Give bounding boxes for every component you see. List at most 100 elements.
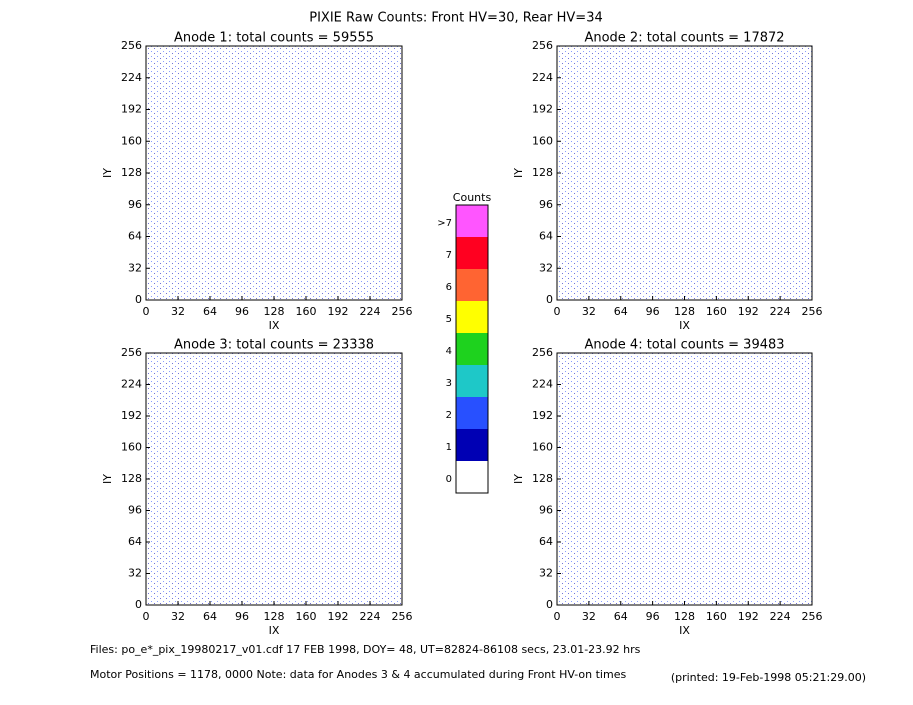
panel-title: Anode 3: total counts = 23338 bbox=[174, 338, 374, 353]
colorbar-label: 0 bbox=[446, 474, 452, 485]
x-axis-label: IX bbox=[269, 319, 280, 332]
colorbar-swatch bbox=[456, 205, 488, 237]
y-tick-label: 128 bbox=[532, 166, 553, 179]
y-axis-label: IY bbox=[101, 168, 114, 178]
x-tick-label: 192 bbox=[738, 305, 759, 318]
colorbar-title: Counts bbox=[453, 191, 492, 204]
x-tick-label: 160 bbox=[706, 305, 727, 318]
heatmap-area bbox=[146, 353, 402, 605]
y-tick-label: 192 bbox=[532, 103, 553, 116]
y-tick-label: 192 bbox=[121, 409, 142, 422]
x-axis-label: IX bbox=[679, 624, 690, 637]
y-tick-label: 192 bbox=[532, 409, 553, 422]
y-tick-label: 160 bbox=[121, 134, 142, 147]
y-tick-label: 160 bbox=[532, 134, 553, 147]
x-tick-label: 128 bbox=[264, 305, 285, 318]
heatmap-area bbox=[557, 46, 812, 300]
x-tick-label: 192 bbox=[328, 610, 349, 623]
x-tick-label: 128 bbox=[674, 305, 695, 318]
y-tick-label: 224 bbox=[121, 71, 142, 84]
x-tick-label: 0 bbox=[143, 610, 150, 623]
x-tick-label: 64 bbox=[203, 610, 217, 623]
x-tick-label: 224 bbox=[770, 610, 791, 623]
x-tick-label: 128 bbox=[264, 610, 285, 623]
y-tick-label: 96 bbox=[539, 504, 553, 517]
x-tick-label: 160 bbox=[296, 305, 317, 318]
y-tick-label: 224 bbox=[532, 378, 553, 391]
x-tick-label: 64 bbox=[203, 305, 217, 318]
colorbar-swatch bbox=[456, 365, 488, 397]
y-tick-label: 32 bbox=[128, 261, 142, 274]
y-tick-label: 160 bbox=[532, 441, 553, 454]
x-tick-label: 256 bbox=[802, 305, 823, 318]
y-tick-label: 0 bbox=[135, 598, 142, 611]
x-axis-label: IX bbox=[269, 624, 280, 637]
colorbar-swatch bbox=[456, 429, 488, 461]
x-tick-label: 0 bbox=[554, 305, 561, 318]
x-tick-label: 32 bbox=[582, 305, 596, 318]
x-tick-label: 224 bbox=[770, 305, 791, 318]
y-tick-label: 256 bbox=[532, 39, 553, 52]
y-tick-label: 128 bbox=[121, 166, 142, 179]
colorbar-label: 3 bbox=[446, 378, 452, 389]
y-tick-label: 256 bbox=[532, 346, 553, 359]
colorbar-label: 4 bbox=[446, 346, 452, 357]
x-tick-label: 0 bbox=[554, 610, 561, 623]
y-axis-label: IY bbox=[512, 168, 525, 178]
x-tick-label: 160 bbox=[296, 610, 317, 623]
x-tick-label: 256 bbox=[802, 610, 823, 623]
x-tick-label: 192 bbox=[328, 305, 349, 318]
x-tick-label: 192 bbox=[738, 610, 759, 623]
y-axis-label: IY bbox=[101, 474, 114, 484]
colorbar-label: >7 bbox=[437, 218, 452, 229]
y-tick-label: 96 bbox=[128, 198, 142, 211]
y-tick-label: 0 bbox=[546, 293, 553, 306]
x-tick-label: 224 bbox=[360, 610, 381, 623]
y-tick-label: 192 bbox=[121, 103, 142, 116]
y-tick-label: 32 bbox=[128, 567, 142, 580]
y-tick-label: 224 bbox=[532, 71, 553, 84]
colorbar-label: 7 bbox=[446, 250, 452, 261]
page-title: PIXIE Raw Counts: Front HV=30, Rear HV=3… bbox=[309, 11, 603, 26]
y-tick-label: 32 bbox=[539, 567, 553, 580]
colorbar-swatch bbox=[456, 397, 488, 429]
panel-title: Anode 1: total counts = 59555 bbox=[174, 31, 374, 46]
x-tick-label: 96 bbox=[646, 610, 660, 623]
x-axis-label: IX bbox=[679, 319, 690, 332]
y-tick-label: 0 bbox=[135, 293, 142, 306]
colorbar-label: 5 bbox=[446, 314, 452, 325]
y-tick-label: 256 bbox=[121, 346, 142, 359]
y-tick-label: 160 bbox=[121, 441, 142, 454]
footer-printed: (printed: 19-Feb-1998 05:21:29.00) bbox=[671, 671, 866, 684]
y-tick-label: 64 bbox=[128, 230, 142, 243]
x-tick-label: 128 bbox=[674, 610, 695, 623]
colorbar-frame bbox=[455, 204, 489, 494]
colorbar-label: 1 bbox=[446, 442, 452, 453]
y-tick-label: 64 bbox=[539, 230, 553, 243]
y-tick-label: 256 bbox=[121, 39, 142, 52]
y-tick-label: 224 bbox=[121, 378, 142, 391]
y-tick-label: 0 bbox=[546, 598, 553, 611]
x-tick-label: 64 bbox=[614, 610, 628, 623]
colorbar-label: 2 bbox=[446, 410, 452, 421]
colorbar-swatch bbox=[456, 461, 488, 493]
y-tick-label: 128 bbox=[121, 472, 142, 485]
x-tick-label: 160 bbox=[706, 610, 727, 623]
y-tick-label: 32 bbox=[539, 261, 553, 274]
x-tick-label: 32 bbox=[171, 305, 185, 318]
x-tick-label: 256 bbox=[392, 610, 413, 623]
y-axis-label: IY bbox=[512, 474, 525, 484]
footer-motor: Motor Positions = 1178, 0000 Note: data … bbox=[90, 668, 626, 681]
x-tick-label: 64 bbox=[614, 305, 628, 318]
heatmap-area bbox=[146, 46, 402, 300]
y-tick-label: 64 bbox=[539, 535, 553, 548]
footer-files: Files: po_e*_pix_19980217_v01.cdf 17 FEB… bbox=[90, 643, 641, 656]
colorbar-swatch bbox=[456, 333, 488, 365]
colorbar-swatch bbox=[456, 301, 488, 333]
y-tick-label: 64 bbox=[128, 535, 142, 548]
x-tick-label: 96 bbox=[235, 305, 249, 318]
y-tick-label: 96 bbox=[539, 198, 553, 211]
panel-title: Anode 4: total counts = 39483 bbox=[584, 338, 784, 353]
x-tick-label: 0 bbox=[143, 305, 150, 318]
